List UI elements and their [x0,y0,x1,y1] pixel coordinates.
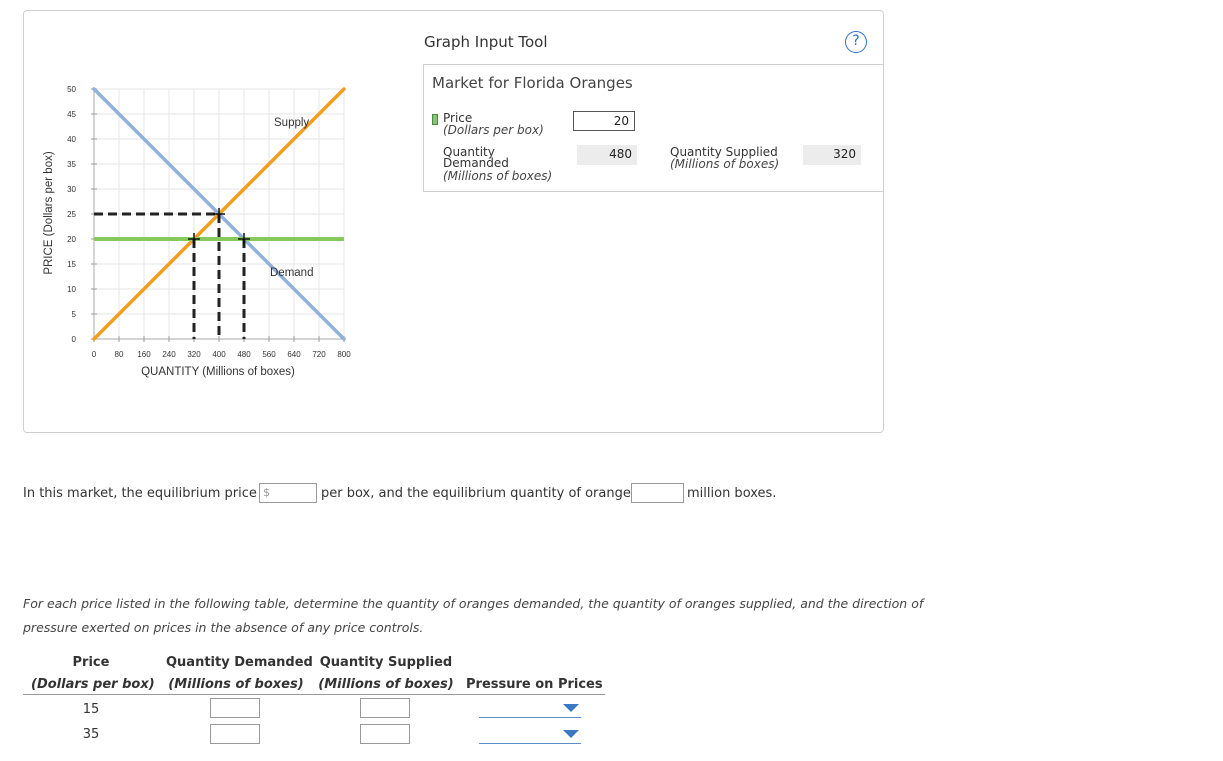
question-text-1: In this market, the equilibrium price is [23,486,272,501]
pressure-dropdown-35[interactable] [479,726,581,744]
y-tick-label: 25 [67,210,76,219]
table-row-price-35: 35 [82,727,100,742]
qd-column-unit: (Millions of boxes) [168,677,304,692]
price-line-swatch [432,114,438,125]
chart-ticks: 0 80 160 240 320 400 480 560 640 720 800 0 5 10 15 20 25… [67,85,351,359]
qs-label: Quantity Supplied [670,145,778,159]
y-tick-label: 45 [67,110,76,119]
y-tick-label: 5 [72,310,77,319]
demand-curve-label: Demand [270,267,313,279]
price-label: Price [443,111,473,125]
graph-input-panel [23,10,884,433]
y-tick-label: 20 [67,235,76,244]
pressure-column-header: Pressure on Prices [466,677,603,692]
x-tick-label: 640 [287,350,301,359]
dollar-sign: $ [263,486,270,499]
price-column-header: Price [72,655,110,670]
x-tick-label: 240 [162,350,176,359]
price-input[interactable]: 20 [573,111,635,131]
market-title: Market for Florida Oranges [432,74,633,92]
question-text-2: per box, and the equilibrium quantity of… [321,486,653,501]
x-tick-label: 800 [337,350,351,359]
x-axis-label: QUANTITY (Millions of boxes) [141,366,295,378]
x-tick-label: 400 [212,350,226,359]
y-axis-label: PRICE (Dollars per box) [43,151,55,275]
qd-input-35[interactable] [210,724,260,744]
y-tick-label: 10 [67,285,76,294]
table-row-price-15: 15 [82,702,100,717]
x-tick-label: 0 [92,350,97,359]
price-column-unit: (Dollars per box) [31,677,155,692]
supply-curve-label: Supply [274,117,309,129]
y-tick-label: 15 [67,260,76,269]
x-tick-label: 720 [312,350,326,359]
price-unit-label: (Dollars per box) [443,123,544,137]
qs-input-35[interactable] [360,724,410,744]
chevron-down-icon [563,704,579,712]
qd-unit-label: (Millions of boxes) [443,169,553,183]
instructions-line1: For each price listed in the following t… [23,596,924,611]
graph-input-tool-box [423,64,884,192]
chart-markers [188,208,250,245]
qs-column-unit: (Millions of boxes) [318,677,454,692]
graph-input-tool-title: Graph Input Tool [424,33,548,51]
y-tick-label: 35 [67,160,76,169]
y-tick-label: 50 [67,85,76,94]
x-tick-label: 320 [187,350,201,359]
pressure-dropdown-15[interactable] [479,700,581,718]
qd-label-line1: Quantity [443,145,495,159]
qs-unit-label: (Millions of boxes) [670,157,780,171]
qd-input-15[interactable] [210,698,260,718]
table-header-divider [23,694,605,695]
equilibrium-price-input[interactable]: $ [259,483,317,503]
x-tick-label: 560 [262,350,276,359]
x-tick-label: 480 [237,350,251,359]
supply-demand-chart[interactable]: 0 80 160 240 320 400 480 560 640 720 800 0 5 10 15 20 25… [0,0,1223,440]
y-tick-label: 40 [67,135,76,144]
x-tick-label: 80 [115,350,124,359]
question-text-3: million boxes. [687,486,777,501]
qd-column-header: Quantity Demanded [166,655,313,670]
quantity-supplied-value: 320 [803,145,861,165]
quantity-demanded-value: 480 [577,145,637,165]
equilibrium-quantity-input[interactable] [631,483,684,503]
chart-guides [94,212,246,339]
chevron-down-icon [563,730,579,738]
x-tick-label: 160 [137,350,151,359]
qs-column-header: Quantity Supplied [319,655,453,670]
qs-input-15[interactable] [360,698,410,718]
qd-label-line2: Demanded [443,156,509,170]
help-button[interactable]: ? [845,31,867,53]
instructions-line2: pressure exerted on prices in the absenc… [23,620,424,635]
y-tick-label: 30 [67,185,76,194]
y-tick-label: 0 [72,335,77,344]
